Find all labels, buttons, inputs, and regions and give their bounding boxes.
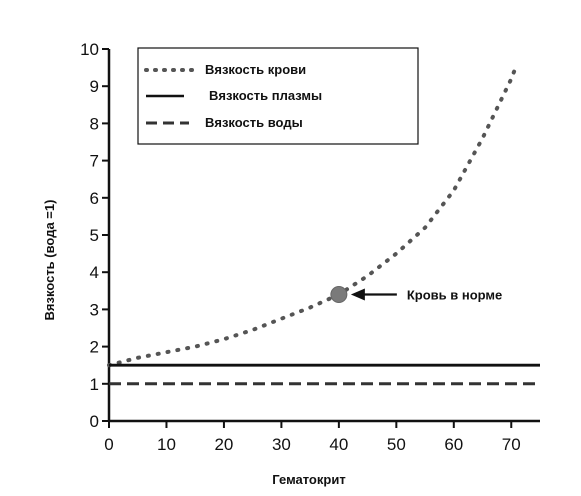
legend-label-blood: Вязкость крови — [205, 62, 306, 77]
y-tick-label: 8 — [90, 114, 99, 133]
y-tick-label: 1 — [90, 375, 99, 394]
annotation-arrow-head — [350, 288, 365, 301]
annotation-label: Кровь в норме — [407, 288, 502, 303]
x-tick-label: 60 — [444, 435, 463, 454]
y-tick-label: 0 — [90, 412, 99, 431]
x-tick-label: 20 — [214, 435, 233, 454]
y-tick-label: 9 — [90, 77, 99, 96]
y-tick-label: 7 — [90, 152, 99, 171]
y-tick-label: 6 — [90, 189, 99, 208]
x-tick-label: 10 — [157, 435, 176, 454]
x-tick-label: 0 — [104, 435, 113, 454]
normal-blood-marker — [330, 286, 348, 304]
y-tick-label: 2 — [90, 338, 99, 357]
x-tick-label: 70 — [502, 435, 521, 454]
legend-label-plasma: Вязкость плазмы — [209, 88, 322, 103]
legend-box — [137, 47, 419, 145]
x-axis-title: Гематокрит — [272, 472, 345, 487]
legend: Вязкость крови Вязкость плазмы Вязкость … — [137, 47, 419, 145]
y-tick-label: 5 — [90, 226, 99, 245]
annotation: Кровь в норме — [350, 288, 502, 303]
x-tick-label: 40 — [329, 435, 348, 454]
y-tick-label: 10 — [80, 40, 99, 59]
x-tick-label: 50 — [387, 435, 406, 454]
x-tick-label: 30 — [272, 435, 291, 454]
y-tick-label: 3 — [90, 300, 99, 319]
y-axis-title: Вязкость (вода =1) — [42, 200, 57, 321]
y-tick-label: 4 — [90, 263, 99, 282]
plot-area: 0 1 2 3 4 5 6 7 8 9 10 0 10 20 30 40 50 60 70 — [80, 40, 540, 454]
legend-label-water: Вязкость воды — [205, 115, 303, 130]
